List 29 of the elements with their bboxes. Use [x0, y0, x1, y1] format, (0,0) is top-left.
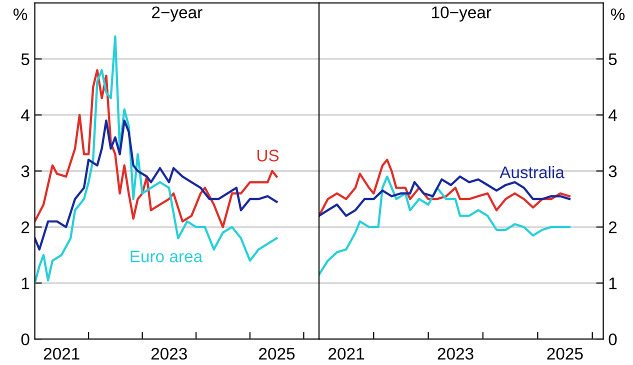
- chart-title: 2−year: [152, 6, 202, 22]
- x-tick-label: 2021: [44, 348, 80, 360]
- y-tick-label: 5: [608, 54, 617, 66]
- y-tick-label: 4: [21, 110, 30, 122]
- chart-title: 10−year: [432, 6, 492, 22]
- x-tick-label: 2025: [547, 348, 583, 360]
- line-series: [34, 119, 278, 251]
- x-tick-label: 2025: [259, 348, 295, 360]
- y-tick-label: 5: [21, 54, 30, 66]
- series-label: US: [257, 150, 279, 162]
- y-axis-title: %: [610, 8, 625, 20]
- y-tick-label: 2: [608, 221, 617, 234]
- series-label: Australia: [500, 166, 564, 178]
- line-series: [34, 35, 278, 284]
- y-tick-label: 0: [21, 333, 30, 346]
- y-tick-label: 3: [21, 165, 30, 178]
- series-label: Euro area: [130, 250, 203, 262]
- y-tick-label: 0: [608, 333, 617, 346]
- y-tick-label: 1: [22, 278, 30, 290]
- x-tick-label: 2021: [328, 348, 364, 360]
- x-tick-label: 2023: [438, 348, 474, 360]
- line-series: [34, 69, 278, 228]
- x-tick-label: 2023: [151, 348, 187, 360]
- y-tick-label: 1: [609, 278, 617, 290]
- y-tick-label: 2: [22, 221, 30, 234]
- line-series: [319, 158, 571, 217]
- y-axis-title: %: [13, 8, 28, 20]
- y-tick-label: 4: [608, 110, 617, 122]
- y-tick-label: 3: [608, 165, 617, 178]
